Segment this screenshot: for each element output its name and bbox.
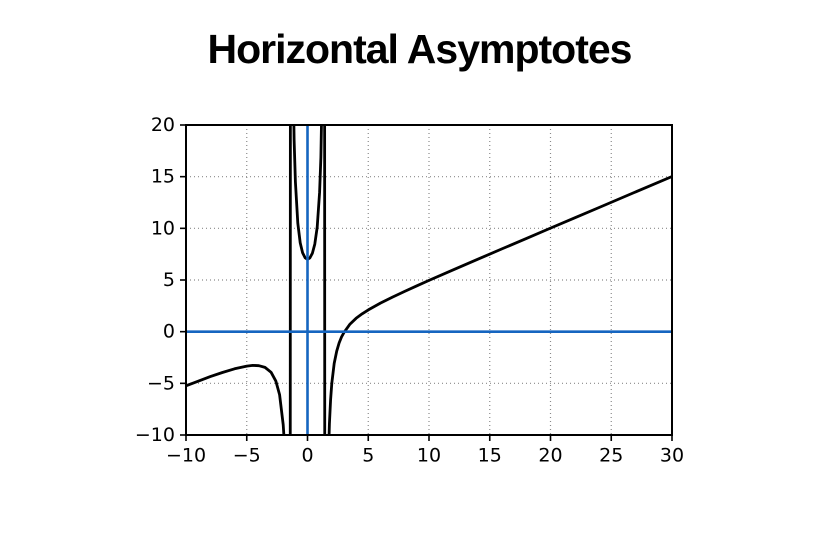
series-curve	[186, 125, 672, 435]
x-tick-label: −5	[233, 445, 261, 467]
x-tick-label: 0	[301, 445, 313, 467]
x-tick-label: −10	[166, 445, 206, 467]
x-tick-label: 30	[660, 445, 684, 467]
x-tick-label: 15	[478, 445, 502, 467]
y-tick-label: 20	[151, 114, 175, 136]
x-tick-label: 10	[417, 445, 441, 467]
y-tick-label: 15	[151, 166, 175, 188]
y-tick-label: 10	[151, 217, 175, 239]
x-tick-label: 25	[599, 445, 623, 467]
y-tick-label: 5	[163, 269, 175, 291]
y-tick-label: −10	[135, 424, 175, 446]
x-tick-label: 5	[362, 445, 374, 467]
y-tick-label: −5	[147, 372, 175, 394]
x-tick-label: 20	[538, 445, 562, 467]
chart-title: Horizontal Asymptotes	[207, 26, 633, 72]
y-tick-label: 0	[163, 321, 175, 343]
